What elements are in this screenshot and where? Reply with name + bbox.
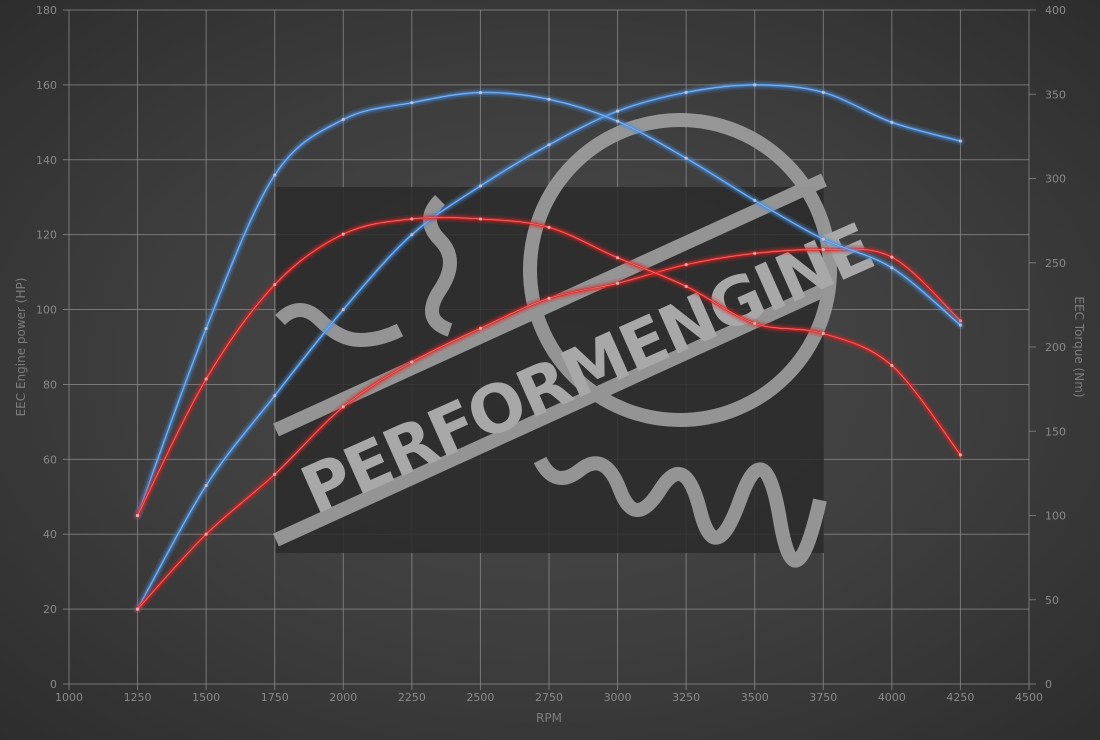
y-left-tick-label: 60 (43, 453, 57, 466)
gear-icon (273, 113, 837, 568)
data-point (753, 321, 757, 326)
data-point (478, 326, 483, 330)
data-point (890, 255, 894, 259)
y-left-tick-label: 100 (36, 304, 57, 317)
series-line-2 (133, 87, 965, 520)
y-left-tick-label: 0 (50, 678, 57, 691)
series-line-3 (133, 212, 965, 520)
y-right-tick-label: 50 (1045, 594, 1059, 607)
data-point (341, 232, 345, 236)
x-axis-title: RPM (536, 711, 562, 725)
x-tick-label: 2000 (329, 691, 357, 704)
data-point (410, 360, 414, 364)
y-left-tick-label: 80 (43, 378, 57, 391)
data-point (684, 263, 688, 267)
data-point (273, 394, 277, 398)
data-point (958, 323, 963, 327)
data-point (273, 472, 277, 476)
data-point (478, 90, 483, 95)
series-line-1 (133, 244, 965, 614)
y-right-tick-label: 300 (1045, 173, 1066, 186)
y-right-tick-label: 250 (1045, 257, 1066, 270)
data-point (753, 198, 757, 203)
data-point (753, 251, 757, 255)
y-axis-left-title: EEC Engine power (HP) (14, 278, 28, 417)
data-point (204, 483, 208, 488)
data-point (615, 109, 620, 113)
data-point (204, 326, 208, 331)
data-point (135, 607, 140, 611)
data-point (478, 184, 483, 188)
data-point (684, 284, 688, 288)
y-right-tick-label: 0 (1045, 678, 1052, 691)
data-point (547, 225, 551, 229)
data-point (684, 156, 688, 160)
data-point (204, 377, 208, 381)
data-point (821, 248, 825, 252)
data-point (615, 281, 620, 285)
data-point (958, 319, 963, 323)
y-left-tick-label: 120 (36, 229, 57, 242)
data-point (890, 120, 894, 124)
y-left-tick-label: 180 (36, 4, 57, 17)
y-right-tick-label: 400 (1045, 4, 1066, 17)
series-line (136, 83, 961, 610)
x-tick-label: 4500 (1015, 691, 1043, 704)
y-right-tick-label: 150 (1045, 425, 1066, 438)
data-point (821, 237, 825, 241)
data-point (341, 307, 345, 312)
x-tick-label: 1500 (192, 691, 220, 704)
y-left-tick-label: 140 (36, 154, 57, 167)
data-point (273, 173, 277, 177)
axes: RPM EEC Engine power (HP) EEC Torque (Nm… (14, 4, 1086, 725)
data-point (684, 90, 688, 94)
data-point (615, 256, 620, 260)
watermark-logo: PERFORMENGINE (273, 113, 884, 568)
x-tick-label: 4000 (878, 691, 906, 704)
x-tick-label: 3000 (604, 691, 632, 704)
data-point (958, 139, 963, 143)
x-tick-label: 3500 (741, 691, 769, 704)
series-highlight (137, 84, 961, 610)
data-point (753, 83, 757, 87)
y-right-tick-label: 200 (1045, 341, 1066, 354)
data-point (135, 513, 140, 518)
data-point (821, 331, 825, 336)
data-point (821, 90, 825, 94)
data-point (547, 296, 551, 300)
x-tick-label: 2250 (398, 691, 426, 704)
data-point (341, 117, 345, 122)
data-point (204, 532, 208, 536)
data-point (410, 233, 414, 237)
data-point (547, 143, 551, 147)
x-tick-label: 3250 (672, 691, 700, 704)
data-point (478, 217, 483, 221)
x-tick-label: 2500 (466, 691, 494, 704)
data-point (410, 217, 414, 221)
data-point (615, 119, 620, 123)
x-tick-label: 1750 (261, 691, 289, 704)
data-point (547, 97, 551, 101)
y-axis-right-title: EEC Torque (Nm) (1072, 296, 1086, 397)
data-point (890, 266, 894, 270)
series-layer (133, 80, 965, 614)
series-line-0 (133, 80, 965, 614)
x-tick-label: 2750 (535, 691, 563, 704)
x-tick-label: 1000 (55, 691, 83, 704)
y-right-tick-label: 100 (1045, 510, 1066, 523)
y-right-tick-label: 350 (1045, 88, 1066, 101)
data-point (341, 405, 345, 409)
data-point (273, 283, 277, 287)
x-tick-label: 4250 (946, 691, 974, 704)
x-tick-label: 3750 (809, 691, 837, 704)
data-point (958, 453, 963, 457)
data-point (890, 363, 894, 368)
data-point (410, 101, 414, 105)
y-left-tick-label: 40 (43, 528, 57, 541)
x-tick-label: 1250 (124, 691, 152, 704)
y-left-tick-label: 20 (43, 603, 57, 616)
y-left-tick-label: 160 (36, 79, 57, 92)
